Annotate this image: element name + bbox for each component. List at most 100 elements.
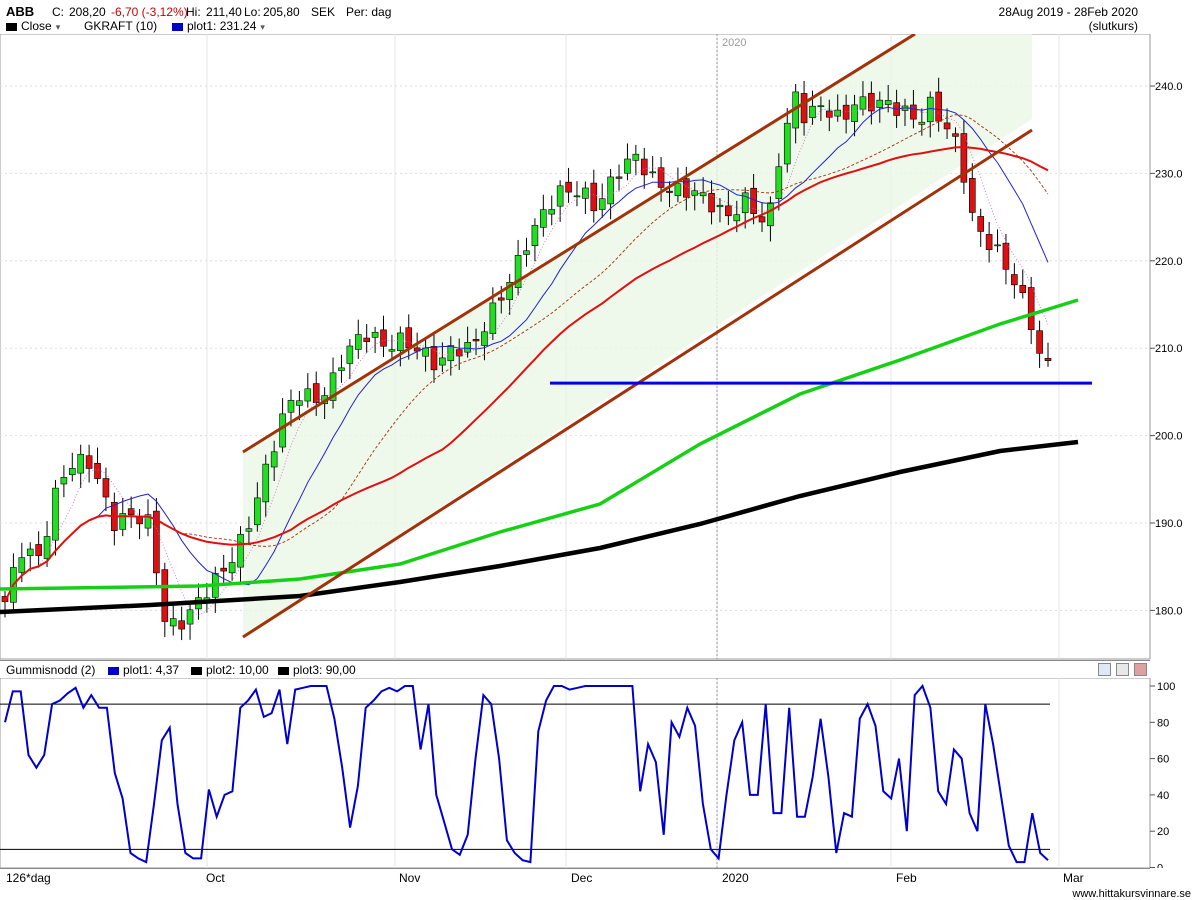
candle-body	[523, 250, 530, 255]
plot1-swatch-icon	[108, 666, 119, 675]
ma-green-line	[0, 298, 1079, 591]
month-tick: Nov	[399, 871, 421, 885]
indicator-plot3: plot3: 90,00	[278, 663, 356, 677]
candle-body	[868, 92, 875, 112]
candle-body	[859, 96, 867, 110]
close-value: 208,20	[69, 5, 106, 19]
plot3-swatch-icon	[278, 666, 289, 675]
legend-plot1[interactable]: plot1: 231.24 ▾	[172, 19, 265, 33]
candle-body	[624, 158, 631, 174]
candle-body	[985, 234, 993, 250]
candle-body	[119, 513, 127, 530]
candle-body	[186, 609, 194, 625]
chevron-down-icon[interactable]: ▾	[260, 22, 265, 32]
close-swatch-icon	[6, 22, 17, 31]
candle-body	[817, 105, 825, 108]
low-value: 205,80	[263, 5, 300, 19]
candle-body	[26, 548, 34, 556]
candle-body	[834, 109, 842, 117]
candle-body	[960, 133, 968, 183]
candle-body	[994, 244, 1001, 247]
period-label: Per: dag	[346, 5, 392, 19]
candle-body	[758, 216, 766, 223]
watermark: www.hittakursvinnare.se	[1072, 888, 1191, 900]
date-range: 28Aug 2019 - 28Feb 2020	[998, 5, 1138, 19]
candle-body	[607, 176, 614, 205]
chevron-down-icon[interactable]: ▾	[55, 22, 61, 32]
candle-body	[573, 195, 581, 198]
indicator-chart[interactable]: 0 20 40 60 80 100	[0, 678, 1197, 868]
period-length: 126*dag	[6, 871, 51, 885]
candle-body	[926, 96, 934, 123]
candle-body	[52, 487, 59, 541]
candle-body	[363, 337, 370, 342]
month-tick: Oct	[206, 871, 225, 885]
month-tick: Feb	[896, 871, 917, 885]
candle-body	[43, 536, 51, 560]
candle-body	[237, 533, 244, 568]
candle-body	[741, 192, 749, 214]
price-chart[interactable]: 180.0 190.0 200.0 210.0 220.0 230.0 240.0 2020	[0, 34, 1197, 660]
candle-body	[767, 202, 774, 227]
candle-body	[699, 192, 707, 197]
y-tick-label: 190.0	[1155, 518, 1183, 530]
candle-body	[716, 204, 724, 208]
y-tick-label: 60	[1157, 754, 1169, 766]
candle-body	[910, 104, 917, 120]
candle-body	[708, 192, 715, 213]
candle-body	[1044, 358, 1052, 362]
candle-body	[312, 383, 320, 404]
candle-body	[279, 413, 286, 448]
close-icon[interactable]	[1134, 663, 1147, 676]
ma-short-line	[4, 102, 1049, 616]
candle-body	[548, 209, 556, 215]
candle-body	[775, 166, 783, 199]
indicator-plot1: plot1: 4,37	[108, 663, 179, 677]
y-tick-label: 200.0	[1155, 431, 1183, 443]
candle-body	[725, 205, 732, 217]
candle-body	[809, 105, 816, 118]
ma-black-line	[0, 439, 1079, 615]
candle-body	[640, 158, 648, 176]
legend-close[interactable]: Close ▾	[6, 19, 60, 33]
candle-body	[632, 153, 640, 161]
zoom-icon[interactable]	[1116, 663, 1129, 676]
candle-body	[35, 544, 42, 556]
candle-body	[296, 400, 303, 406]
high-value: 211,40	[206, 5, 242, 19]
candle-body	[262, 463, 270, 503]
y-tick-label: 220.0	[1155, 256, 1183, 268]
y-tick-label: 180.0	[1155, 605, 1183, 617]
candle-body	[68, 468, 76, 475]
candle-body	[649, 171, 656, 174]
candle-body	[733, 214, 741, 222]
candle-body	[952, 133, 959, 137]
candle-body	[977, 216, 985, 232]
candle-body	[851, 104, 858, 122]
month-tick: 2020	[722, 871, 749, 885]
ma-red-line	[4, 146, 1049, 603]
candle-body	[876, 99, 884, 108]
candle-body	[144, 514, 152, 529]
candle-body	[842, 104, 850, 120]
low-label: Lo:	[244, 5, 261, 19]
candle-body	[666, 190, 673, 193]
candle-body	[270, 451, 278, 468]
candle-body	[565, 181, 572, 193]
candle-body	[481, 331, 488, 346]
y-tick-label: 240.0	[1155, 81, 1183, 93]
candle-body	[60, 477, 68, 485]
channel-fill	[243, 34, 1032, 637]
candle-body	[464, 342, 471, 353]
candle-body	[102, 478, 110, 498]
candle-body	[388, 349, 396, 352]
candle-body	[153, 510, 160, 574]
candle-body	[598, 198, 606, 210]
properties-icon[interactable]	[1098, 663, 1111, 676]
plot1-swatch-icon	[172, 22, 183, 31]
candle-body	[800, 93, 808, 124]
legend-gkraft[interactable]: GKRAFT (10)	[84, 19, 158, 33]
candle-body	[489, 302, 497, 334]
candle-body	[582, 187, 589, 199]
candle-body	[556, 185, 564, 207]
